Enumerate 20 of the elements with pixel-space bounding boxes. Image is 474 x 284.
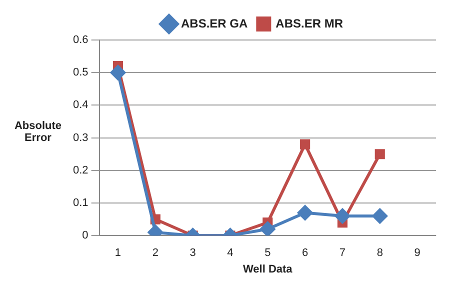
y-tick-label: 0.6: [72, 34, 88, 46]
x-tick-label: 7: [339, 247, 346, 260]
legend-label: ABS.ER MR: [276, 16, 344, 30]
x-tick-label: 4: [227, 247, 234, 260]
x-tick-label: 5: [264, 247, 271, 260]
legend-label: ABS.ER GA: [180, 16, 248, 30]
x-tick-label: 3: [190, 247, 196, 260]
x-tick-label: 2: [152, 247, 158, 260]
y-tick-label: 0.2: [72, 164, 88, 176]
y-tick-label: 0.3: [72, 132, 88, 144]
x-axis-title: Well Data: [242, 263, 294, 276]
x-tick-label: 8: [376, 247, 383, 260]
y-tick-label: 0: [82, 230, 88, 242]
y-tick-label: 0.4: [72, 99, 88, 112]
y-axis-title: Absolute Error: [13, 120, 63, 144]
x-tick-label: 9: [414, 247, 420, 260]
y-tick-label: 0.5: [72, 66, 88, 79]
x-tick-label: 1: [114, 247, 122, 260]
x-tick-label: 6: [302, 247, 308, 260]
y-tick-label: 0.1: [72, 197, 88, 210]
